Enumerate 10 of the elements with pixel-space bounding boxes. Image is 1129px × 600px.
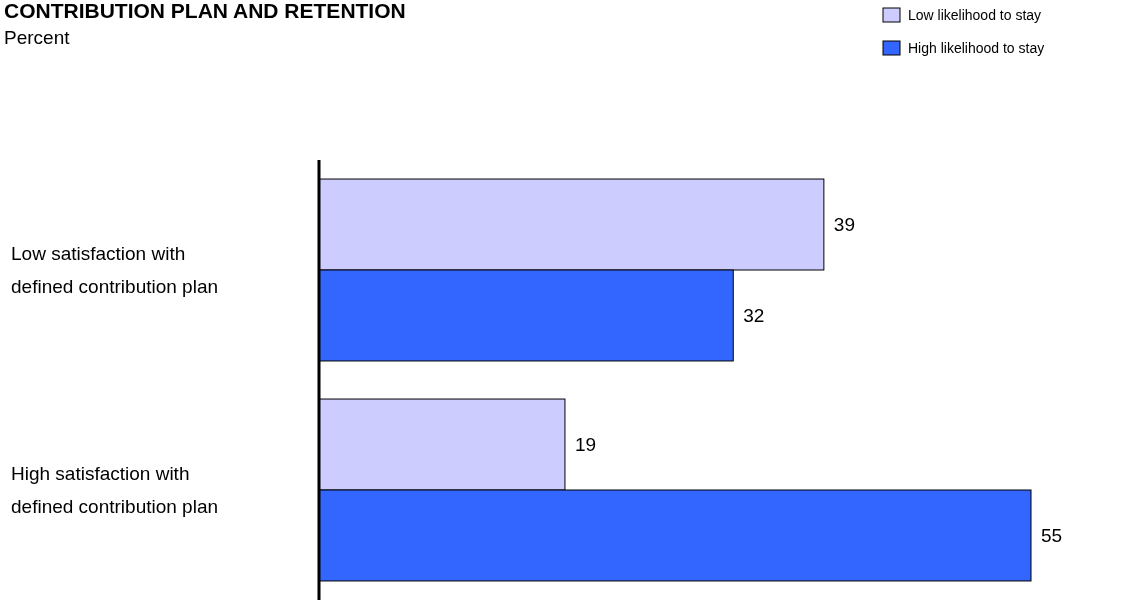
y-tick-label: Low satisfaction with defined contribution plan [11,243,219,298]
data-label: 55 [1041,525,1063,547]
legend-label: Low likelihood to stay [908,6,1042,23]
text: Percent [4,27,71,48]
data-label: 39 [833,214,856,236]
y-tick-label: High satisfaction with defined contribution plan [11,463,219,518]
chart-title: CONTRIBUTION PLAN AND RETENTION [4,0,406,22]
data-label: 32 [743,305,765,327]
legend-label: High likelihood to stay [908,39,1045,56]
data-label: 19 [574,434,597,456]
